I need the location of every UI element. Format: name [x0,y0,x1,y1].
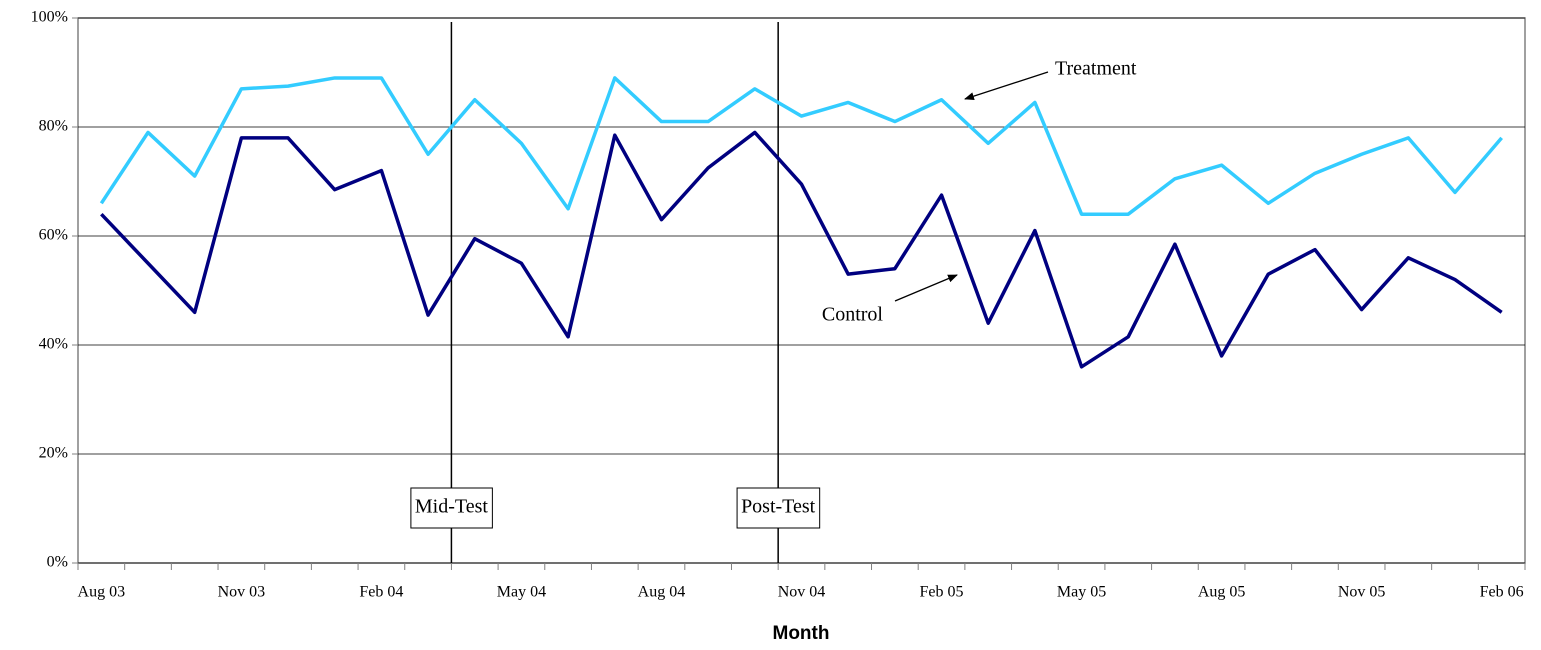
x-tick-label: May 04 [497,584,546,601]
y-tick-label: 60% [39,227,68,244]
plot-frame [77,17,1526,564]
x-tick-label: Aug 04 [638,584,686,601]
series-line [99,76,1503,216]
x-tick-label: Nov 04 [778,584,826,601]
marker-box [736,487,821,529]
marker-label: Mid-Test [415,496,488,518]
y-tick-label: 20% [39,445,68,462]
series-line [100,130,1503,369]
y-tick-label: 40% [39,336,68,353]
x-tick-label: Aug 03 [78,584,126,601]
x-tick-label: May 05 [1057,584,1106,601]
x-axis-title: Month [773,623,830,644]
callout-arrow [894,274,958,302]
series-label: Treatment [1055,58,1137,80]
x-tick-label: Feb 06 [1480,584,1524,601]
x-tick-label: Feb 05 [920,584,964,601]
marker-box [410,487,493,529]
y-tick-label: 100% [31,9,68,26]
x-tick-label: Nov 03 [218,584,266,601]
y-tick-label: 80% [39,118,68,135]
x-tick-label: Nov 05 [1338,584,1386,601]
x-tick-label: Aug 05 [1198,584,1246,601]
series-label: Control [822,304,884,326]
x-tick-label: Feb 04 [359,584,403,601]
marker-label: Post-Test [741,496,816,518]
callout-arrow [964,71,1049,101]
y-tick-label: 0% [47,554,68,571]
